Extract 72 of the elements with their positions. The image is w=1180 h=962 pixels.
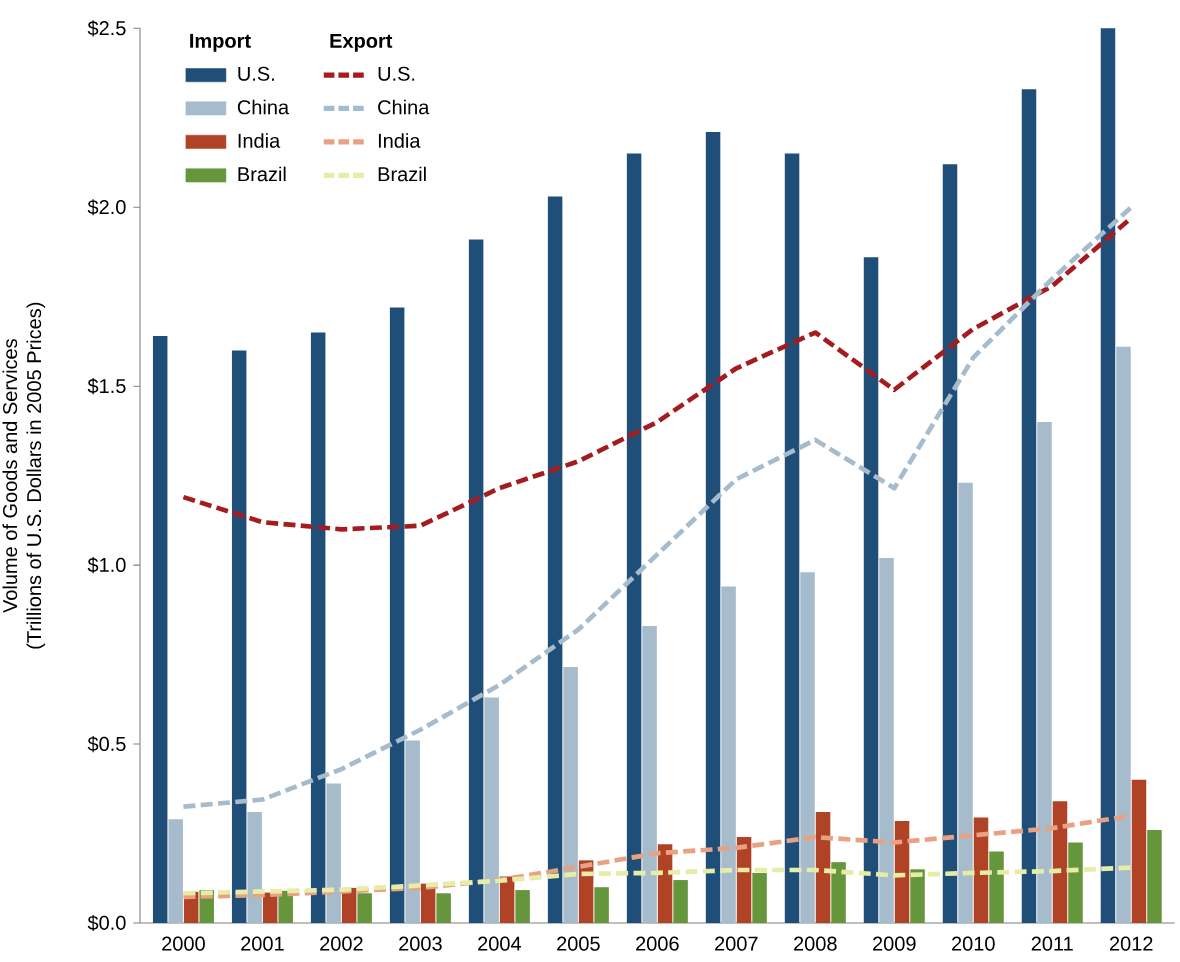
legend-label: U.S. bbox=[378, 66, 415, 81]
bar bbox=[1147, 829, 1162, 923]
y-tick-label: $1.0 bbox=[87, 557, 126, 574]
bar bbox=[894, 820, 910, 923]
y-tick-label: $2.5 bbox=[87, 20, 126, 37]
y-tick-label: $2.0 bbox=[87, 199, 126, 216]
x-tick-label: 2000 bbox=[162, 936, 205, 951]
bar bbox=[515, 890, 530, 923]
bar bbox=[1052, 801, 1068, 923]
x-tick-label: 2006 bbox=[636, 936, 679, 951]
y-tick-label: $0.0 bbox=[87, 914, 126, 932]
bar bbox=[1131, 779, 1147, 923]
bar bbox=[831, 862, 846, 923]
bar bbox=[642, 625, 657, 923]
bar bbox=[752, 872, 767, 923]
x-tick-label: 2011 bbox=[1031, 936, 1073, 951]
x-tick-label: 2003 bbox=[399, 936, 442, 951]
bar bbox=[499, 876, 515, 923]
bar bbox=[547, 196, 563, 923]
legend-label: Brazil bbox=[238, 166, 286, 182]
legend-label: China bbox=[378, 99, 430, 115]
annotation: Export bbox=[330, 33, 393, 52]
bar bbox=[1021, 89, 1037, 923]
bar bbox=[705, 132, 721, 923]
bar bbox=[989, 851, 1004, 923]
x-tick-label: 2004 bbox=[478, 936, 522, 951]
x-tick-label: 2002 bbox=[320, 936, 363, 951]
bar bbox=[310, 332, 326, 923]
annotation: Import bbox=[190, 33, 251, 52]
bar bbox=[973, 817, 989, 923]
bar bbox=[942, 164, 958, 923]
bar bbox=[1037, 421, 1052, 923]
bar bbox=[468, 239, 484, 923]
x-tick-label: 2008 bbox=[794, 936, 837, 951]
bar bbox=[784, 153, 800, 923]
bar bbox=[563, 667, 578, 923]
x-tick-label: 2012 bbox=[1109, 936, 1153, 951]
y-axis-title: Volume of Goods and Services (Trillions of U.S. Dollars in 2005 Prices) bbox=[2, 302, 46, 649]
x-tick-label: 2009 bbox=[873, 936, 916, 951]
legend-label: China bbox=[237, 99, 290, 115]
bar bbox=[247, 812, 262, 923]
bar bbox=[231, 350, 247, 923]
x-tick-label: 2007 bbox=[715, 936, 758, 951]
x-tick-label: 2010 bbox=[952, 936, 995, 951]
bar bbox=[910, 869, 925, 923]
bar bbox=[1068, 842, 1083, 923]
bar bbox=[484, 697, 499, 923]
bar bbox=[1116, 346, 1131, 923]
bar bbox=[863, 257, 879, 923]
y-tick-label: $0.5 bbox=[87, 735, 126, 753]
y-tick-label: $1.5 bbox=[87, 378, 126, 395]
bar bbox=[152, 336, 168, 923]
bar bbox=[958, 482, 973, 923]
legend-label: India bbox=[378, 133, 421, 148]
bar bbox=[800, 572, 815, 923]
bar bbox=[326, 783, 341, 923]
bar bbox=[1100, 28, 1116, 923]
x-tick-label: 2005 bbox=[557, 936, 600, 951]
legend-label: India bbox=[238, 133, 281, 148]
legend-label: Brazil bbox=[378, 166, 426, 182]
bar bbox=[626, 153, 642, 923]
bar bbox=[879, 557, 894, 923]
bar bbox=[721, 586, 736, 923]
bar bbox=[673, 880, 688, 923]
bar bbox=[815, 812, 831, 923]
bar bbox=[357, 893, 372, 923]
bar bbox=[168, 819, 183, 923]
legend-label: U.S. bbox=[238, 66, 274, 81]
bar bbox=[436, 893, 451, 923]
bar bbox=[594, 887, 609, 923]
x-tick-label: 2001 bbox=[241, 936, 284, 951]
bar bbox=[389, 307, 405, 923]
